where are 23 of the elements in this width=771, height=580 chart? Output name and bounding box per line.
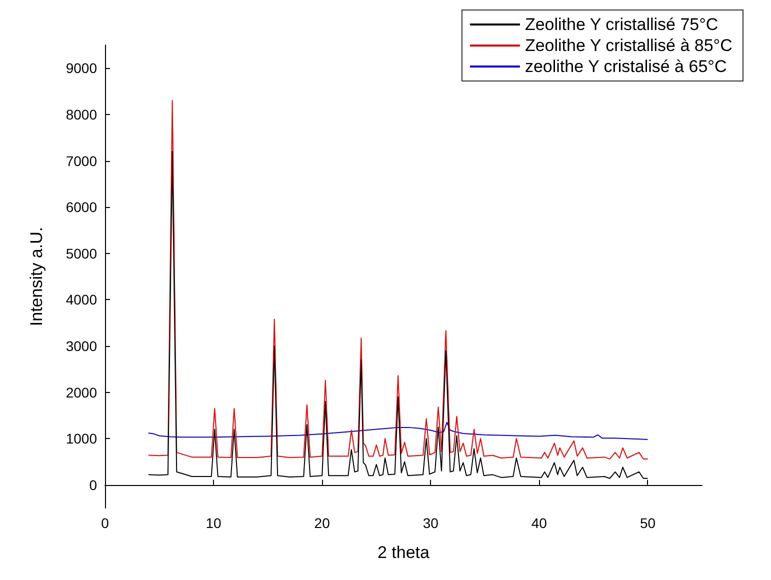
y-tick-label: 4000 bbox=[66, 292, 98, 308]
y-tick-label: 0 bbox=[89, 476, 98, 493]
y-tick-label: 8000 bbox=[66, 106, 98, 122]
x-tick-label: 20 bbox=[314, 515, 330, 531]
x-tick-label: 10 bbox=[206, 515, 222, 531]
y-axis-title: Intensity a.U. bbox=[27, 226, 46, 326]
legend-label: Zeolithe Y cristallisé 75°C bbox=[524, 15, 718, 34]
line-series bbox=[148, 100, 648, 460]
x-tick-label: 40 bbox=[531, 515, 548, 531]
x-tick-label: 30 bbox=[422, 515, 439, 531]
y-tick-label: 2000 bbox=[66, 384, 98, 400]
x-axis-title: 2 theta bbox=[378, 543, 430, 562]
x-tick-label: 0 bbox=[101, 515, 110, 531]
y-tick-label: 9000 bbox=[66, 60, 98, 76]
legend-label: zeolithe Y cristalisé à 65°C bbox=[524, 57, 727, 76]
legend-label: Zeolithe Y cristallisé à 85°C bbox=[524, 36, 732, 55]
y-tick-label: 3000 bbox=[66, 338, 98, 354]
x-tick-label: 50 bbox=[640, 515, 656, 531]
line-series bbox=[148, 422, 648, 440]
y-tick-label: 5000 bbox=[66, 245, 98, 262]
y-tick-label: 7000 bbox=[66, 152, 98, 169]
y-tick-label: 6000 bbox=[66, 199, 98, 216]
y-tick-label: 1000 bbox=[66, 430, 98, 447]
